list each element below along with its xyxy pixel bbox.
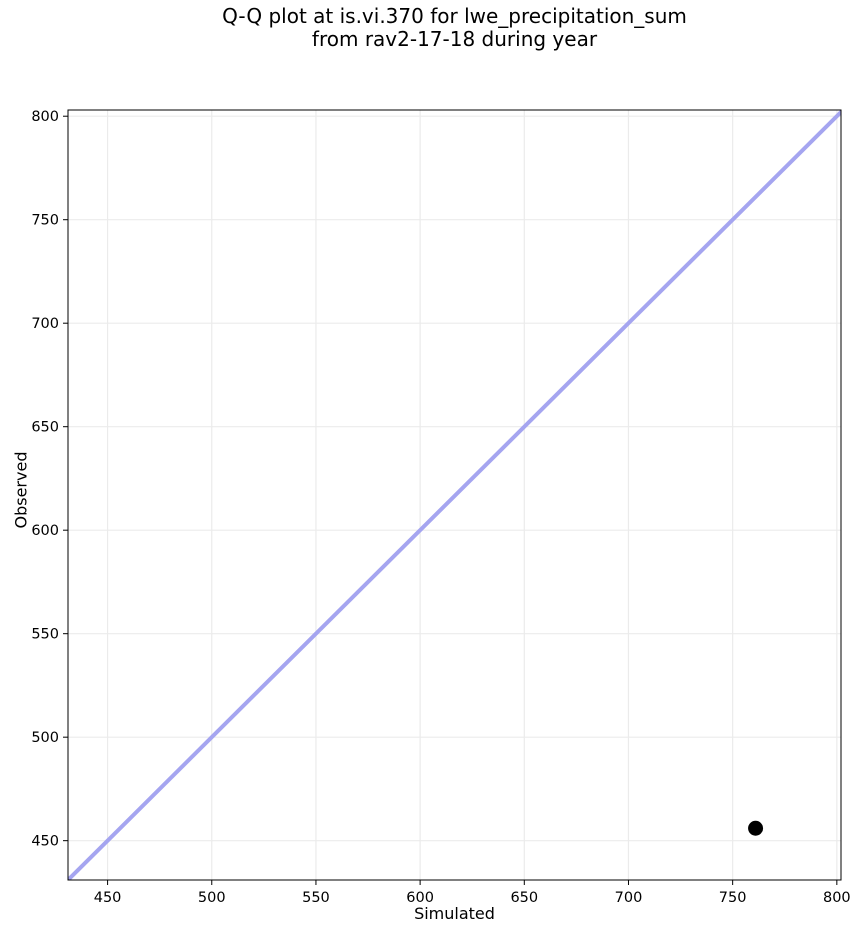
y-tick-label: 650 [31, 420, 59, 436]
x-tick-label: 650 [510, 890, 538, 906]
y-tick-label: 550 [31, 627, 59, 643]
x-tick-label: 550 [302, 890, 330, 906]
y-axis-label: Observed [11, 451, 31, 529]
y-tick-label: 700 [31, 316, 59, 332]
identity-line [68, 110, 841, 880]
x-tick-label: 800 [823, 890, 851, 906]
plot-border [67, 109, 842, 881]
y-tick-label: 750 [31, 213, 59, 229]
x-tick-label: 750 [719, 890, 747, 906]
x-tick-label: 700 [615, 890, 643, 906]
x-tick-label: 600 [406, 890, 434, 906]
x-tick-label: 450 [94, 890, 122, 906]
y-tick-label: 800 [31, 109, 59, 125]
data-point [748, 820, 764, 836]
y-tick-label: 500 [31, 730, 59, 746]
chart-title: Q-Q plot at is.vi.370 for lwe_precipitat… [68, 5, 841, 51]
x-axis-label: Simulated [414, 904, 495, 923]
chart-title-line-1: Q-Q plot at is.vi.370 for lwe_precipitat… [222, 4, 687, 28]
chart-title-line-2: from rav2-17-18 during year [311, 27, 598, 51]
y-tick-label: 600 [31, 523, 59, 539]
x-tick-label: 500 [198, 890, 226, 906]
y-tick-label: 450 [31, 834, 59, 850]
